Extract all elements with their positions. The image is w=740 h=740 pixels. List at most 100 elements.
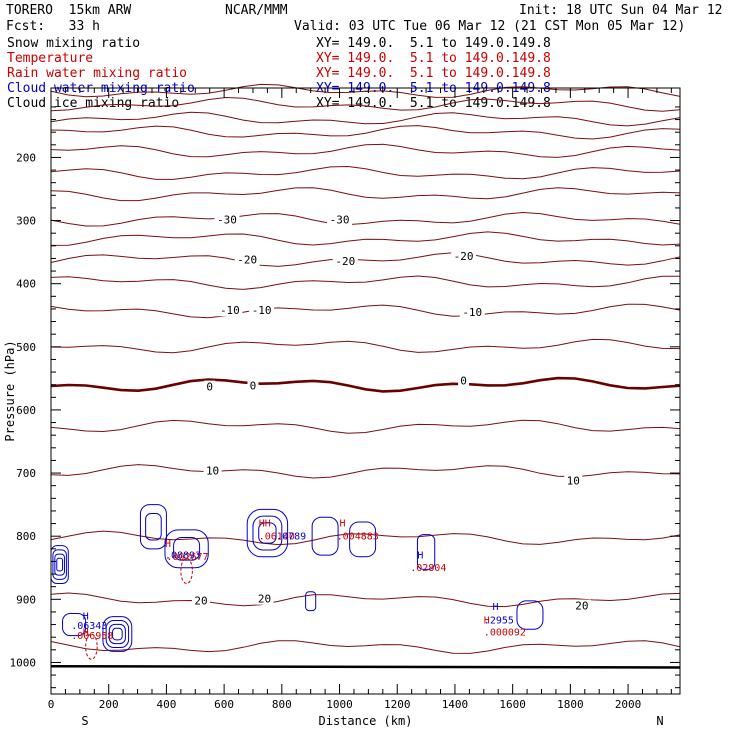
isotherm-label-bg: [572, 599, 591, 612]
maximum-label: .02804: [410, 563, 446, 574]
cloud-water-contour: [246, 508, 289, 558]
isotherm-label: 20: [194, 595, 207, 608]
cloud-water-contour: [139, 504, 167, 550]
isotherm-line: [50, 125, 681, 140]
x-tick-label: 1600: [499, 698, 526, 711]
isotherm-label: -30: [217, 213, 237, 226]
maximum-label: .002677: [166, 552, 208, 563]
x-tick-label: 0: [48, 698, 55, 711]
cloud-water-contour: [145, 512, 162, 541]
isotherm-label: -20: [237, 254, 257, 267]
isotherm-line: [50, 252, 681, 267]
isotherm-line: [50, 530, 681, 546]
isotherm-label: 10: [567, 475, 580, 488]
maximum-label: .06140: [259, 531, 295, 542]
isotherm-line: [50, 464, 681, 479]
cloud-water-contour: [164, 529, 209, 569]
isotherm-line: [50, 96, 681, 112]
maximum-label: .0789: [276, 531, 306, 542]
x-tick-label: 1800: [557, 698, 584, 711]
isotherm-label: 0: [460, 374, 467, 387]
isotherm-line: [50, 187, 681, 202]
cloud-water-contour: [311, 516, 339, 556]
field-snow-name: Snow mixing ratio: [7, 36, 141, 51]
cloud-water-contour: [516, 600, 544, 630]
ground-line: [50, 664, 681, 669]
organization: NCAR/MMM: [225, 3, 288, 18]
isotherm-line: [50, 592, 681, 608]
cloud-water-contour: [108, 623, 126, 645]
y-tick-label: 200: [16, 151, 36, 164]
cloud-water-contour: [349, 521, 377, 558]
y-tick-label: 1000: [10, 656, 37, 669]
isotherm-label-bg: [459, 306, 485, 319]
maximum-label: H: [83, 612, 89, 623]
isotherm-label-bg: [192, 594, 211, 607]
field-rain-xy: XY= 149.0. 5.1 to 149.0.149.8: [316, 66, 551, 81]
isotherm-label-bg: [327, 213, 353, 226]
x-tick-label: 1400: [442, 698, 469, 711]
maximum-label: .004883: [337, 531, 379, 542]
x-tick-label: 1000: [326, 698, 353, 711]
isotherm-label-bg: [217, 304, 243, 317]
isotherm-line: [50, 338, 681, 354]
isotherm-line: [50, 376, 681, 393]
isotherm-label-bg: [332, 254, 358, 267]
isotherm-line: [50, 419, 681, 434]
cloud-water-contour: [173, 536, 201, 561]
isotherm-label: 10: [206, 465, 219, 478]
maximum-label: HH: [259, 519, 271, 530]
isotherm-line: [50, 640, 681, 654]
isotherm-label: -30: [330, 213, 350, 226]
field-temperature-name: Temperature: [7, 51, 94, 66]
isotherm-label-bg: [204, 380, 216, 393]
cloud-water-contour: [62, 613, 87, 637]
isotherm-line: [50, 211, 681, 227]
model-name: TORERO 15km ARW: [6, 3, 132, 18]
cloud-water-contour: [252, 515, 283, 551]
cloud-water-contour: [112, 627, 123, 641]
x-tick-label: 200: [99, 698, 119, 711]
rain-water-contour: [85, 633, 98, 660]
y-tick-label: 500: [16, 341, 36, 354]
maximum-label: H: [83, 627, 89, 638]
isotherm-line: [50, 111, 681, 127]
cloud-water-contour: [102, 616, 133, 652]
isotherm-line: [50, 83, 681, 98]
y-tick-label: 700: [16, 467, 36, 480]
y-tick-label: 300: [16, 215, 36, 228]
field-cloud-ice-name: Cloud ice mixing ratio: [7, 96, 180, 111]
isotherm-label: 20: [575, 600, 588, 613]
maximum-label: .000092: [484, 627, 526, 638]
isotherm-label: -10: [462, 306, 482, 319]
start-point-label: S: [81, 714, 88, 728]
isotherm-label: 0: [250, 379, 257, 392]
cloud-water-contour: [258, 522, 277, 544]
cloud-water-contour: [305, 591, 317, 612]
isotherm-label: -10: [252, 304, 272, 317]
maximum-label: H: [492, 602, 498, 613]
cloud-water-contour: [416, 534, 436, 570]
end-point-label: N: [656, 714, 663, 728]
rain-water-contour: [180, 557, 193, 585]
valid-time: Valid: 03 UTC Tue 06 Mar 12 (21 CST Mon …: [294, 19, 686, 34]
maximum-label: .08893: [165, 550, 201, 561]
isotherm-line: [50, 143, 681, 158]
maximum-label: .2955: [484, 615, 514, 626]
cloud-water-contour: [105, 620, 130, 649]
y-tick-label: 800: [16, 530, 36, 543]
maximum-label: H: [165, 539, 171, 550]
field-rain-name: Rain water mixing ratio: [7, 66, 188, 81]
isotherm-label-bg: [249, 304, 275, 317]
x-tick-label: 1200: [384, 698, 411, 711]
forecast-hour: Fcst: 33 h: [6, 19, 100, 34]
cloud-water-contour: [52, 549, 67, 580]
cloud-water-contour: [54, 553, 65, 576]
isotherm-label-bg: [564, 474, 583, 487]
isotherm-label-bg: [247, 379, 259, 392]
isotherm-label: 0: [206, 381, 213, 394]
maximum-label: H: [340, 519, 346, 530]
field-snow-xy: XY= 149.0. 5.1 to 149.0.149.8: [316, 36, 551, 51]
isotherm-label-bg: [458, 374, 470, 387]
